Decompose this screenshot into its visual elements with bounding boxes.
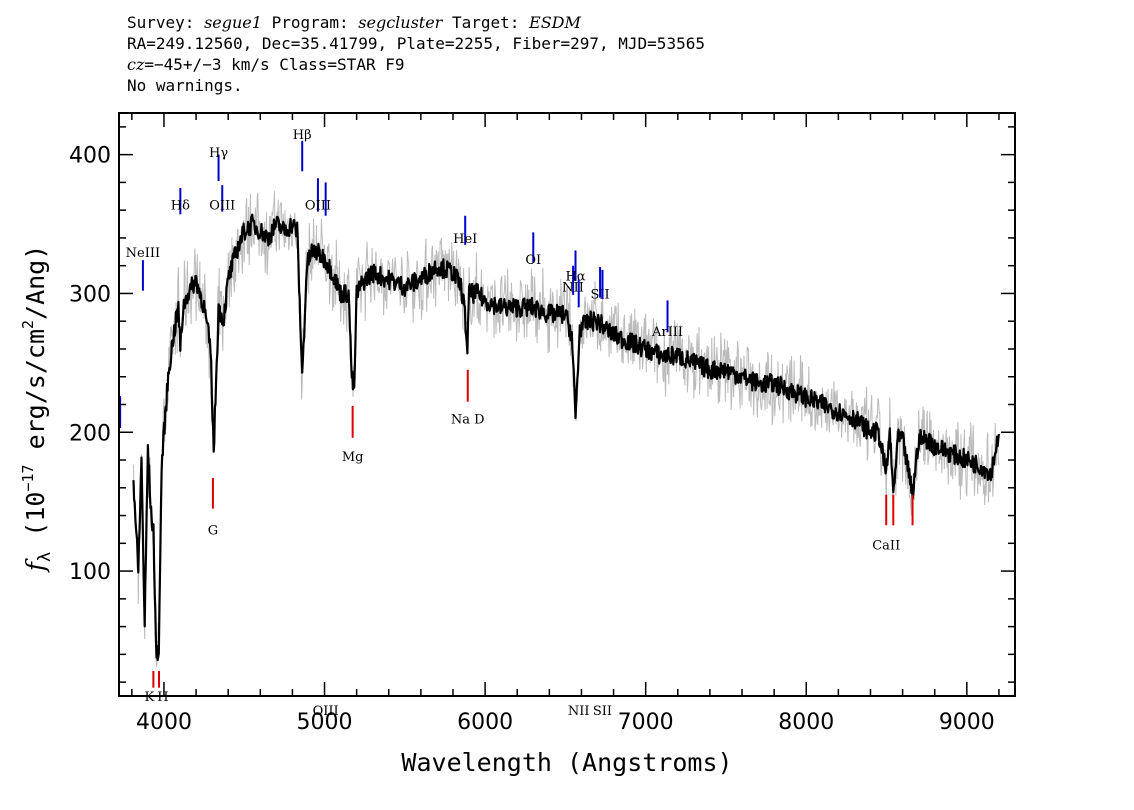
- line-label: Hα: [565, 269, 585, 284]
- line-label: SII: [590, 287, 609, 302]
- y-tick-label: 300: [69, 282, 111, 307]
- x-tick-label: 8000: [778, 710, 834, 735]
- flux-line: [132, 213, 1000, 662]
- cz-symbol: cz: [127, 55, 145, 74]
- line-label: OI: [525, 253, 541, 268]
- flux-series: [132, 213, 1000, 662]
- line-label: OIII: [209, 199, 235, 214]
- header-line-coords: RA=249.12560, Dec=35.41799, Plate=2255, …: [127, 34, 705, 53]
- x-tick-label: 4000: [136, 710, 192, 735]
- program-value: segcluster: [358, 13, 443, 32]
- line-label: Hδ: [171, 199, 190, 214]
- line-label: SII: [593, 704, 612, 719]
- header-line-redshift: cz=−45+/−3 km/s Class=STAR F9: [127, 54, 705, 75]
- x-tick-label: 5000: [297, 710, 353, 735]
- line-label: G: [208, 523, 218, 538]
- x-tick-label: 6000: [457, 710, 513, 735]
- y-tick-label: 200: [69, 421, 111, 446]
- svg-text:fλ (10−17 erg/s/cm2/Ang): fλ (10−17 erg/s/cm2/Ang): [19, 245, 55, 574]
- survey-label: Survey:: [127, 13, 205, 32]
- line-label: CaII: [872, 539, 900, 554]
- spectrum-header: Survey: segue1 Program: segcluster Targe…: [127, 12, 705, 96]
- x-tick-label: 7000: [618, 710, 674, 735]
- target-label: Target:: [442, 13, 530, 32]
- line-label: Mg: [342, 450, 364, 465]
- target-value: ESDM: [529, 13, 581, 32]
- line-label: ArIII: [651, 325, 683, 340]
- line-label: NII: [568, 704, 590, 719]
- header-line-warnings: No warnings.: [127, 76, 243, 95]
- line-label: OIII: [305, 199, 331, 214]
- line-label: H: [157, 690, 168, 705]
- axis-ticks: 4000 5000 6000 7000 8000 9000 100 200 300 400: [69, 113, 1015, 735]
- line-label: HeI: [453, 232, 477, 247]
- line-label: K: [145, 690, 155, 705]
- line-markers: NeIIIHδHγOIIIHβOIIIOIIIHeIOINIIHαNIISIIS…: [119, 128, 914, 719]
- line-label: NeIII: [126, 246, 160, 261]
- line-label: Hγ: [209, 146, 228, 161]
- x-tick-label: 9000: [939, 710, 995, 735]
- line-label: OIII: [313, 704, 339, 719]
- y-tick-label: 100: [69, 560, 111, 585]
- header-line-survey: Survey: segue1 Program: segcluster Targe…: [127, 12, 705, 33]
- plot-frame: [118, 112, 1016, 697]
- y-axis-label: fλ (10−17 erg/s/cm2/Ang): [19, 245, 55, 574]
- program-label: Program:: [261, 13, 359, 32]
- survey-value: segue1: [204, 13, 262, 32]
- cz-value: =−45+/−3: [144, 55, 222, 74]
- class-text: km/s Class=STAR F9: [221, 55, 405, 74]
- line-label: Na D: [451, 412, 485, 427]
- x-axis-label: Wavelength (Angstroms): [401, 748, 732, 777]
- y-tick-label: 400: [69, 144, 111, 169]
- line-label: Hβ: [293, 128, 312, 143]
